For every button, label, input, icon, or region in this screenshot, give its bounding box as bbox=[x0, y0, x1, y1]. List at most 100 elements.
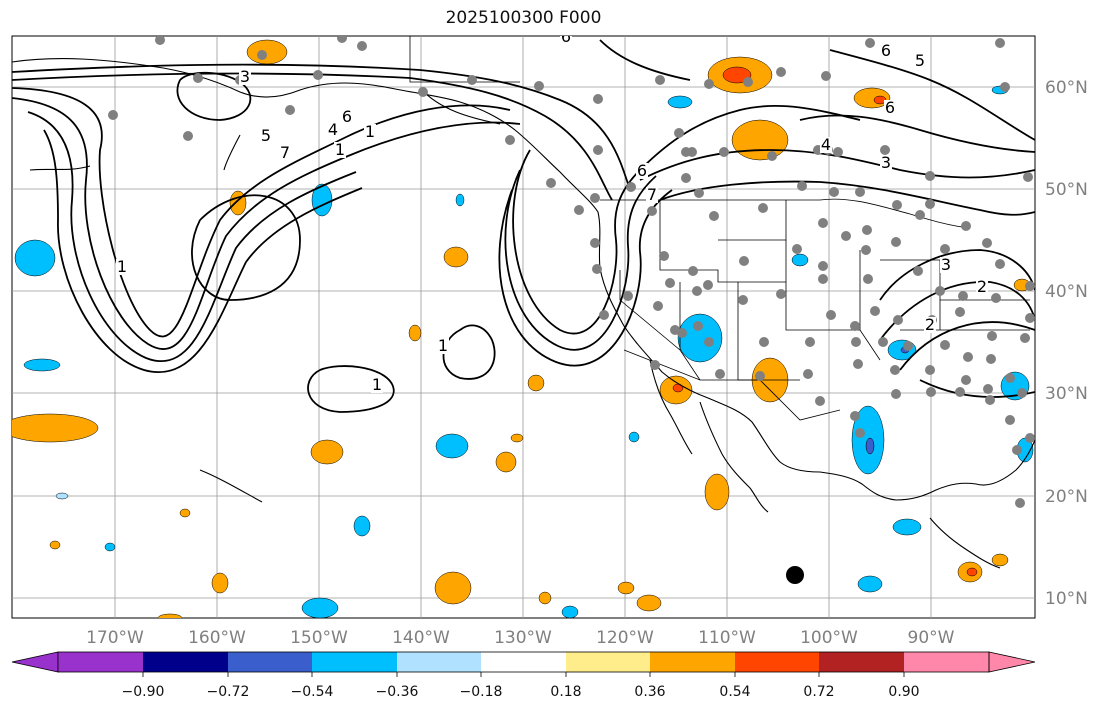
contour-label: 1 bbox=[335, 140, 345, 159]
station-dot bbox=[337, 36, 347, 43]
anomaly-blob bbox=[14, 239, 56, 277]
station-dot bbox=[955, 387, 965, 397]
station-dot bbox=[792, 244, 802, 254]
contour-label-bg bbox=[976, 279, 988, 295]
station-markers bbox=[108, 36, 1035, 508]
station-dot bbox=[688, 266, 698, 276]
contour-label-bg bbox=[940, 257, 952, 273]
contour-label: 5 bbox=[915, 51, 925, 70]
station-dot bbox=[1012, 445, 1022, 455]
station-dot bbox=[1005, 415, 1015, 425]
station-dot bbox=[693, 321, 703, 331]
longitude-label: 90°W bbox=[908, 628, 955, 648]
contour-label: 1 bbox=[117, 257, 127, 276]
contour-label-bg bbox=[260, 128, 272, 144]
contour-label-bg bbox=[334, 142, 346, 158]
station-dot bbox=[821, 71, 831, 81]
station-dot bbox=[1025, 433, 1035, 443]
anomaly-blob bbox=[408, 324, 422, 342]
station-dot bbox=[592, 264, 602, 274]
latitude-label: 20°N bbox=[1045, 487, 1088, 507]
station-dot bbox=[467, 75, 477, 85]
colorbar-segment bbox=[481, 652, 566, 672]
longitude-label: 160°W bbox=[188, 628, 246, 648]
station-dot bbox=[574, 205, 584, 215]
contour-label: 4 bbox=[328, 120, 338, 139]
station-dot bbox=[985, 395, 995, 405]
station-dot bbox=[833, 147, 843, 157]
latitude-label: 50°N bbox=[1045, 180, 1088, 200]
station-dot bbox=[913, 266, 923, 276]
station-dot bbox=[1025, 313, 1035, 323]
contour-label: 6 bbox=[561, 27, 571, 46]
contour-label: 6 bbox=[637, 161, 647, 180]
station-dot bbox=[926, 387, 936, 397]
anomaly-blob bbox=[12, 413, 99, 443]
station-dot bbox=[925, 365, 935, 375]
station-dot bbox=[703, 280, 713, 290]
station-dot bbox=[687, 147, 697, 157]
station-dot bbox=[855, 428, 865, 438]
colorbar-tick-label: 0.36 bbox=[634, 684, 665, 700]
station-dot bbox=[709, 211, 719, 221]
station-dot bbox=[704, 337, 714, 347]
station-dot bbox=[815, 396, 825, 406]
anomaly-blob bbox=[157, 613, 183, 618]
contour-label: 3 bbox=[881, 153, 891, 172]
station-dot bbox=[653, 301, 663, 311]
station-dot bbox=[285, 105, 295, 115]
station-dot bbox=[995, 38, 1005, 48]
colorbar-segment bbox=[904, 652, 989, 672]
anomaly-blob bbox=[211, 572, 229, 594]
station-dot bbox=[987, 331, 997, 341]
colorbar-segment bbox=[650, 652, 735, 672]
station-dot bbox=[418, 87, 428, 97]
station-dot bbox=[776, 289, 786, 299]
storm-center-marker bbox=[786, 566, 804, 584]
station-dot bbox=[903, 341, 913, 351]
station-dot bbox=[818, 274, 828, 284]
station-dot bbox=[880, 145, 890, 155]
station-dot bbox=[694, 188, 704, 198]
station-dot bbox=[961, 375, 971, 385]
anomaly-blob bbox=[538, 591, 552, 605]
station-dot bbox=[1023, 172, 1033, 182]
station-dot bbox=[982, 238, 992, 248]
anomaly-blob bbox=[246, 39, 288, 65]
contour-label-bg bbox=[884, 100, 896, 116]
station-dot bbox=[767, 151, 777, 161]
colorbar-extend-min bbox=[11, 651, 59, 673]
station-dot bbox=[893, 315, 903, 325]
anomaly-blob bbox=[857, 575, 883, 593]
station-dot bbox=[890, 365, 900, 375]
anomaly-blob bbox=[892, 518, 922, 536]
colorbar-extend-max bbox=[988, 651, 1036, 673]
anomaly-blob bbox=[527, 374, 545, 392]
station-dot bbox=[1000, 82, 1010, 92]
colorbar-tick-labels: −0.90 −0.72 −0.54 −0.36 −0.18 0.18 0.36 0.54 0.7… bbox=[122, 672, 920, 700]
station-dot bbox=[715, 369, 725, 379]
station-dot bbox=[961, 221, 971, 231]
station-dot bbox=[593, 145, 603, 155]
station-dot bbox=[313, 70, 323, 80]
station-dot bbox=[739, 256, 749, 266]
colorbar-outline bbox=[57, 651, 990, 673]
station-dot bbox=[1005, 373, 1015, 383]
station-dot bbox=[590, 193, 600, 203]
colorbar-segment bbox=[566, 652, 650, 672]
station-dot bbox=[193, 73, 203, 83]
station-dot bbox=[738, 295, 748, 305]
contour-label-bg bbox=[239, 69, 251, 85]
contour-label-bg bbox=[371, 377, 383, 393]
station-dot bbox=[719, 147, 729, 157]
colorbar-segment bbox=[819, 652, 904, 672]
anomaly-blob bbox=[966, 567, 978, 577]
station-dot bbox=[655, 75, 665, 85]
station-dot bbox=[1025, 281, 1035, 291]
station-dot bbox=[853, 359, 863, 369]
latitude-label: 60°N bbox=[1045, 78, 1088, 98]
colorbar-segment bbox=[58, 652, 143, 672]
station-dot bbox=[870, 306, 880, 316]
anomaly-blob bbox=[443, 246, 469, 268]
longitude-label: 150°W bbox=[290, 628, 348, 648]
